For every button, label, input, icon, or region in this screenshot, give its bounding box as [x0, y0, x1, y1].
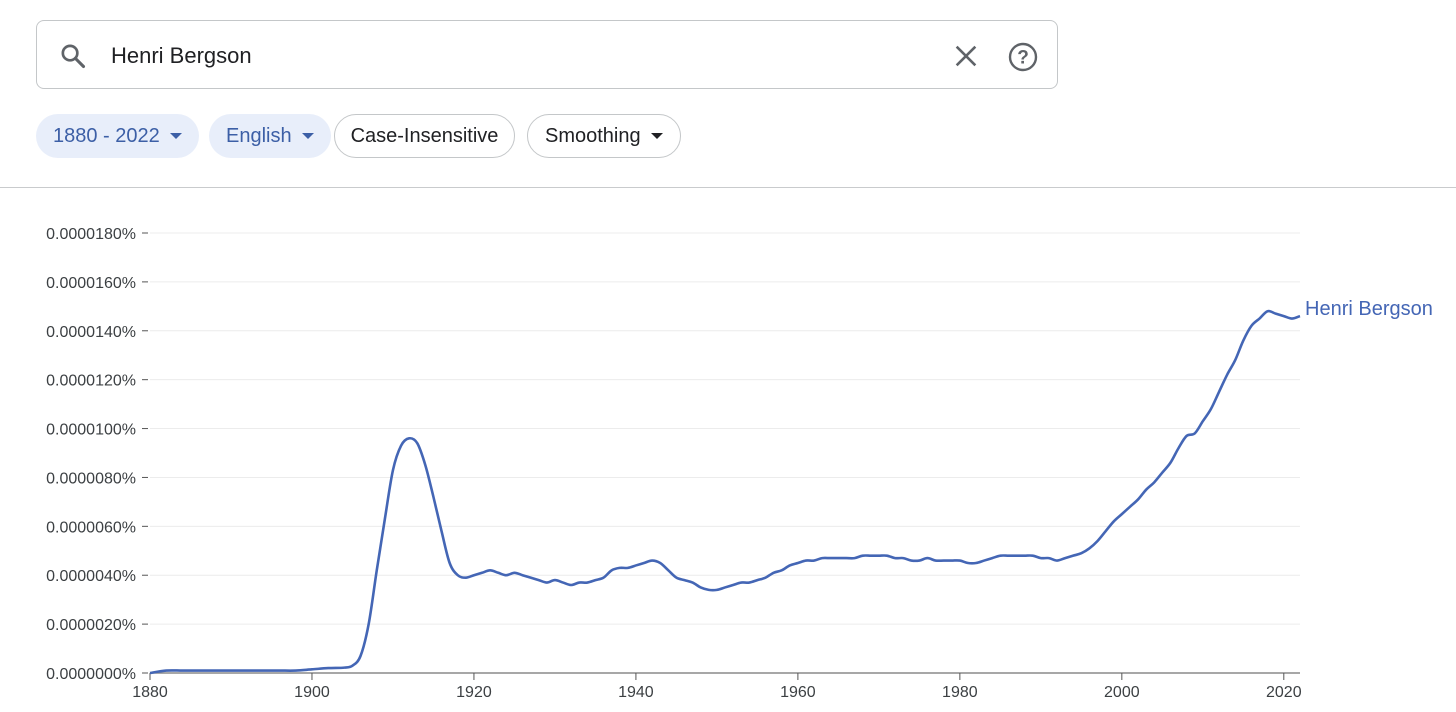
x-tick-label: 1900	[294, 684, 330, 701]
y-tick-label: 0.0000040%	[46, 568, 136, 585]
y-tick-label: 0.0000160%	[46, 275, 136, 292]
series-line-henri-bergson	[149, 309, 1301, 675]
x-tick-label: 2000	[1104, 684, 1140, 701]
svg-text:?: ?	[1017, 48, 1029, 69]
caret-down-icon	[169, 133, 182, 139]
series-label: Henri Bergson	[1305, 298, 1433, 320]
smoothing-dropdown[interactable]: Smoothing	[527, 114, 681, 158]
y-tick-label: 0.0000100%	[46, 422, 136, 439]
y-tick-label: 0.0000000%	[46, 666, 136, 683]
year-range-label: 1880 - 2022	[53, 124, 160, 147]
x-tick-label: 1940	[618, 684, 654, 701]
y-tick-label: 0.0000120%	[46, 373, 136, 390]
x-tick-label: 2020	[1266, 684, 1302, 701]
y-tick-label: 0.0000020%	[46, 617, 136, 634]
search-box[interactable]: Henri Bergson ?	[36, 20, 1058, 89]
case-insensitive-toggle[interactable]: Case-Insensitive	[334, 114, 515, 158]
y-tick-label: 0.0000060%	[46, 519, 136, 536]
x-tick-label: 1880	[132, 684, 168, 701]
help-icon[interactable]: ?	[1007, 41, 1039, 73]
search-icon	[61, 44, 86, 69]
corpus-dropdown[interactable]: English	[209, 114, 331, 158]
x-tick-label: 1960	[780, 684, 816, 701]
caret-down-icon	[650, 133, 663, 139]
smoothing-label: Smoothing	[545, 124, 641, 147]
x-tick-label: 1920	[456, 684, 492, 701]
corpus-label: English	[226, 124, 292, 147]
divider	[0, 187, 1456, 188]
year-range-dropdown[interactable]: 1880 - 2022	[36, 114, 199, 158]
x-tick-label: 1980	[942, 684, 978, 701]
search-input[interactable]: Henri Bergson	[111, 43, 252, 68]
case-insensitive-label: Case-Insensitive	[350, 124, 499, 147]
y-tick-label: 0.0000140%	[46, 324, 136, 341]
clear-icon[interactable]	[952, 42, 980, 70]
ngram-chart: 0.0000000% 0.0000020% 0.0000040% 0.0000060%…	[46, 226, 1433, 701]
caret-down-icon	[301, 133, 314, 139]
y-tick-label: 0.0000080%	[46, 470, 136, 487]
y-tick-label: 0.0000180%	[46, 226, 136, 243]
